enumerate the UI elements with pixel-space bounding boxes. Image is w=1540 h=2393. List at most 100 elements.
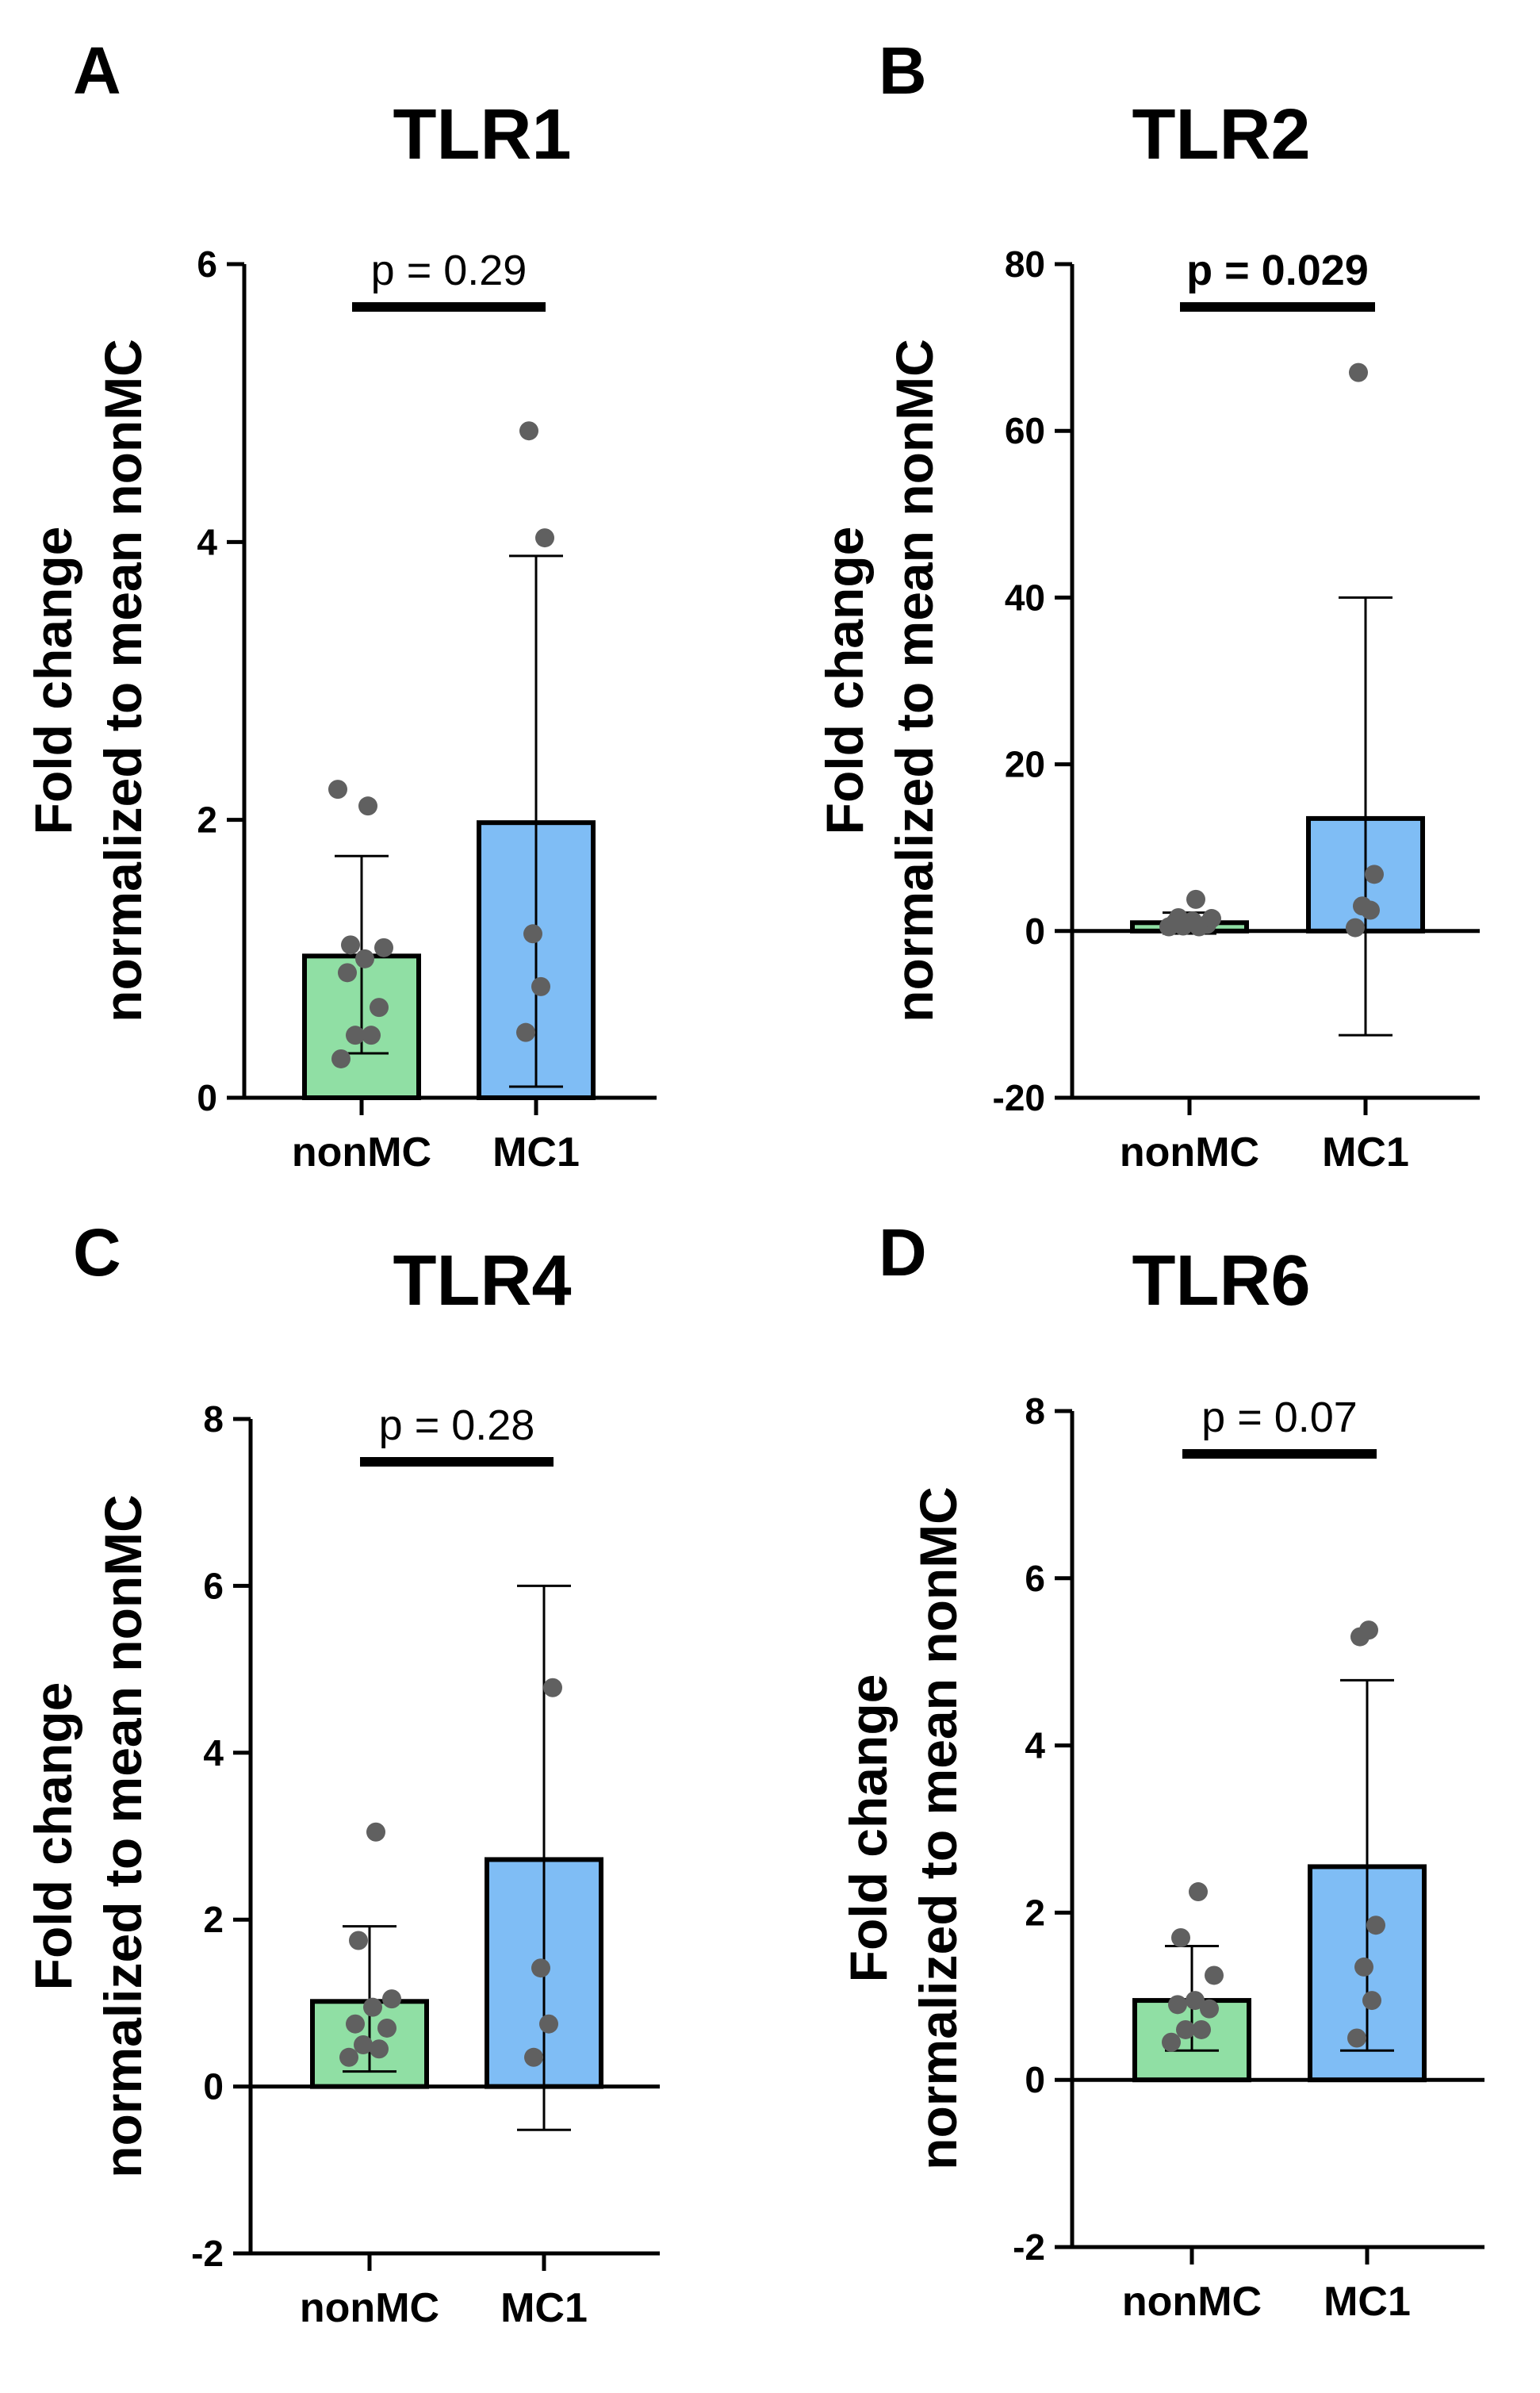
- data-point: [1171, 1928, 1190, 1948]
- data-point: [539, 2014, 558, 2034]
- category-label: nonMC: [1122, 2279, 1262, 2325]
- data-point: [1354, 1957, 1373, 1977]
- data-point: [346, 2014, 365, 2034]
- y-tick-label: -2: [1013, 2226, 1045, 2268]
- data-point: [382, 1989, 401, 2009]
- data-point: [1169, 907, 1188, 927]
- data-point: [1365, 865, 1384, 884]
- data-point: [354, 2035, 373, 2054]
- y-axis-label: Fold change normalized to mean nonMC: [24, 339, 152, 1022]
- panel-letter: B: [879, 33, 927, 108]
- data-point: [535, 528, 554, 548]
- data-point: [349, 1931, 368, 1950]
- chart-title: TLR2: [1132, 95, 1311, 174]
- data-point: [1202, 909, 1221, 929]
- y-axis-label-line-2: normalized to mean nonMC: [909, 1486, 967, 2170]
- category-label: nonMC: [1120, 1129, 1259, 1175]
- y-axis-label: Fold change normalized to mean nonMC: [815, 339, 944, 1022]
- data-point: [1186, 1991, 1205, 2011]
- y-tick-label: 8: [1025, 1390, 1045, 1432]
- data-point: [1192, 2019, 1211, 2039]
- category-label: MC1: [500, 2285, 588, 2331]
- data-point: [1186, 889, 1205, 909]
- y-tick-label: -2: [191, 2233, 224, 2274]
- panel-b: B TLR2 Fold change normalized to mean nonMC…: [815, 33, 1480, 1175]
- data-point: [358, 796, 377, 816]
- data-point: [1200, 1999, 1219, 2019]
- data-point: [1168, 1995, 1187, 2015]
- data-point: [328, 780, 347, 800]
- y-tick-label: 0: [1025, 911, 1045, 952]
- p-value: p = 0.07: [1201, 1394, 1358, 1441]
- y-tick-label: 4: [1025, 1725, 1045, 1766]
- data-point: [1347, 2028, 1366, 2048]
- data-point: [338, 963, 357, 983]
- y-tick-label: 0: [203, 2066, 224, 2107]
- data-point: [519, 421, 538, 441]
- category-label: MC1: [1322, 1129, 1409, 1175]
- y-axis-label-line-2: normalized to mean nonMC: [94, 339, 152, 1022]
- y-tick-label: 0: [197, 1077, 217, 1118]
- y-axis-label: Fold change normalized to mean nonMC: [839, 1486, 967, 2170]
- p-value: p = 0.029: [1186, 247, 1369, 294]
- y-axis-label-line-2: normalized to mean nonMC: [94, 1494, 152, 2178]
- data-point: [1362, 1991, 1381, 2011]
- y-tick-label: 8: [203, 1398, 224, 1440]
- chart-title: TLR6: [1132, 1241, 1311, 1321]
- data-point: [543, 1678, 562, 1697]
- y-tick-label: 2: [197, 800, 217, 841]
- data-point: [377, 2018, 396, 2038]
- p-value: p = 0.29: [371, 247, 527, 294]
- y-tick-label: 40: [1005, 577, 1045, 618]
- y-tick-label: 6: [1025, 1558, 1045, 1599]
- data-point: [1162, 2032, 1181, 2052]
- data-point: [531, 976, 550, 996]
- data-point: [331, 1049, 351, 1068]
- panel-d: D TLR6 Fold change normalized to mean nonMC…: [839, 1215, 1484, 2325]
- data-point: [346, 1026, 365, 1045]
- data-point: [1189, 1882, 1208, 1902]
- y-axis-label-line-1: Fold change: [815, 527, 874, 835]
- data-point: [370, 998, 389, 1018]
- data-point: [516, 1022, 535, 1042]
- y-tick-label: 60: [1005, 410, 1045, 451]
- panel-a: A TLR1 Fold change normalized to mean nonMC…: [24, 33, 657, 1175]
- panel-letter: D: [879, 1215, 927, 1290]
- y-axis-label-line-2: normalized to mean nonMC: [885, 339, 944, 1022]
- y-tick-label: -20: [993, 1077, 1045, 1118]
- y-axis-label-line-1: Fold change: [839, 1674, 898, 1983]
- y-tick-label: 80: [1005, 244, 1045, 285]
- p-value: p = 0.28: [379, 1402, 535, 1449]
- data-point: [341, 935, 360, 955]
- data-point: [339, 2047, 358, 2067]
- data-point: [1346, 918, 1365, 938]
- data-point: [370, 2039, 389, 2059]
- y-tick-label: 6: [203, 1565, 224, 1606]
- data-point: [531, 1958, 550, 1978]
- data-point: [1183, 911, 1202, 931]
- y-tick-label: 2: [203, 1899, 224, 1940]
- y-tick-label: 20: [1005, 744, 1045, 785]
- data-point: [524, 2047, 543, 2067]
- data-point: [362, 1026, 381, 1045]
- data-point: [363, 1997, 382, 2017]
- chart-title: TLR4: [393, 1241, 572, 1321]
- category-label: nonMC: [292, 1129, 431, 1175]
- data-point: [366, 1822, 385, 1842]
- y-tick-label: 4: [197, 521, 217, 562]
- data-point: [1205, 1965, 1224, 1985]
- data-point: [355, 949, 374, 968]
- panel-letter: A: [73, 33, 121, 108]
- y-tick-label: 0: [1025, 2059, 1045, 2100]
- panel-c: C TLR4 Fold change normalized to mean nonMC…: [24, 1215, 660, 2331]
- y-tick-label: 4: [203, 1732, 224, 1774]
- data-point: [1176, 2019, 1195, 2039]
- y-axis-label: Fold change normalized to mean nonMC: [24, 1494, 152, 2178]
- category-label: MC1: [492, 1129, 580, 1175]
- data-point: [374, 938, 393, 957]
- panel-letter: C: [73, 1215, 121, 1290]
- category-label: nonMC: [300, 2285, 439, 2331]
- data-point: [1353, 896, 1372, 916]
- data-point: [523, 924, 542, 944]
